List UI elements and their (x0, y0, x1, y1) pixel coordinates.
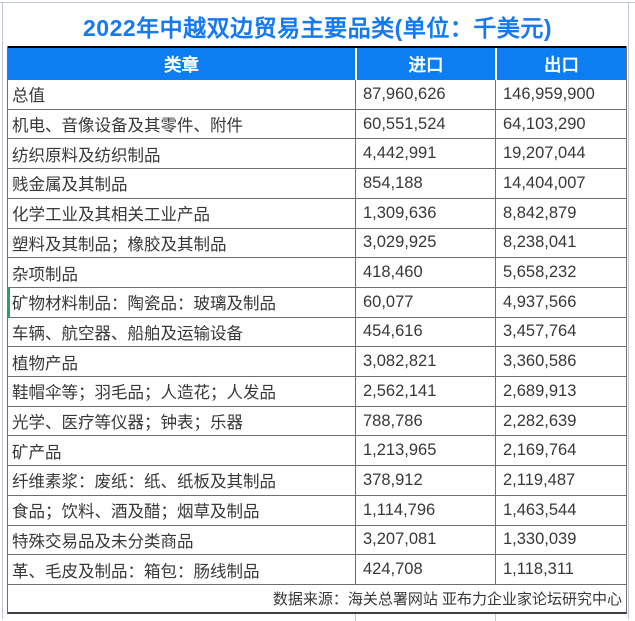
cell-import[interactable]: 1,114,796 (355, 495, 495, 525)
table-row: 贱金属及其制品 854,188 14,404,007 (8, 169, 626, 199)
cell-import[interactable]: 378,912 (355, 466, 495, 495)
cell-category[interactable]: 食品；饮料、酒及醋；烟草及制品 (12, 503, 260, 522)
gridline-right (628, 2, 629, 619)
cell-category[interactable]: 机电、音像设备及其零件、附件 (12, 117, 243, 136)
cell-import[interactable]: 424,708 (355, 555, 495, 584)
cell-category[interactable]: 化学工业及其相关工业产品 (12, 206, 210, 225)
cell-export[interactable]: 3,457,764 (495, 317, 626, 347)
cell-import[interactable]: 2,562,141 (355, 377, 495, 406)
cell-export[interactable]: 1,330,039 (495, 525, 626, 555)
table-row: 矿物材料制品：陶瓷品：玻璃及制品 60,077 4,937,566 (7, 286, 626, 318)
cell-export[interactable]: 1,463,544 (495, 495, 626, 525)
table-row: 特殊交易品及未分类商品 3,207,081 1,330,039 (8, 525, 626, 556)
cell-import[interactable]: 788,786 (355, 406, 495, 436)
table-row: 机电、音像设备及其零件、附件 60,551,524 64,103,290 (8, 109, 626, 140)
gridline-stub-col1 (355, 613, 356, 621)
trade-table: 类章 进口 出口 总值 87,960,626 146,959,900 机电、音像设备及… (7, 46, 627, 614)
cell-export[interactable]: 2,169,764 (495, 436, 626, 466)
page-title: 2022年中越双边贸易主要品类(单位：千美元) (83, 15, 552, 41)
cell-export[interactable]: 2,282,639 (495, 406, 626, 436)
cell-category[interactable]: 总值 (12, 87, 45, 106)
table-row: 杂项制品 418,460 5,658,232 (8, 258, 626, 288)
cell-category[interactable]: 纤维素浆：废纸：纸、纸板及其制品 (12, 473, 276, 492)
cell-export[interactable]: 8,238,041 (495, 228, 626, 258)
header-import[interactable]: 进口 (355, 48, 495, 80)
table-row: 化学工业及其相关工业产品 1,309,636 8,842,879 (8, 198, 626, 229)
cell-import[interactable]: 3,207,081 (355, 525, 495, 555)
cell-import[interactable]: 60,077 (355, 287, 495, 317)
cell-import[interactable]: 3,082,821 (355, 347, 495, 377)
cell-import[interactable]: 3,029,925 (355, 228, 495, 258)
cell-import[interactable]: 454,616 (355, 317, 495, 347)
cell-export[interactable]: 5,658,232 (495, 258, 626, 287)
cell-export[interactable]: 2,689,913 (495, 377, 626, 406)
gridline-top (0, 2, 635, 3)
table-row: 革、毛皮及制品：箱包：肠线制品 424,708 1,118,311 (8, 555, 626, 585)
gridline-stub-col2 (495, 613, 496, 621)
table-row: 矿产品 1,213,965 2,169,764 (8, 436, 626, 467)
table-row: 光学、医疗等仪器；钟表；乐器 788,786 2,282,639 (8, 406, 626, 437)
cell-category[interactable]: 车辆、航空器、船舶及运输设备 (12, 324, 243, 343)
cell-export[interactable]: 4,937,566 (495, 287, 626, 317)
table-row: 纺织原料及纺织制品 4,442,991 19,207,044 (8, 139, 626, 170)
table-row: 车辆、航空器、船舶及运输设备 454,616 3,457,764 (8, 317, 626, 348)
cell-export[interactable]: 14,404,007 (495, 169, 626, 198)
table-row: 植物产品 3,082,821 3,360,586 (8, 347, 626, 378)
table-row: 塑料及其制品；橡胶及其制品 3,029,925 8,238,041 (8, 228, 626, 259)
cell-category[interactable]: 矿物材料制品：陶瓷品：玻璃及制品 (12, 295, 276, 314)
cell-import[interactable]: 854,188 (355, 169, 495, 198)
cell-export[interactable]: 1,118,311 (495, 555, 626, 584)
cell-import[interactable]: 60,551,524 (355, 109, 495, 139)
cell-category[interactable]: 光学、医疗等仪器；钟表；乐器 (12, 414, 243, 433)
cell-category[interactable]: 矿产品 (12, 443, 62, 462)
cell-category[interactable]: 贱金属及其制品 (12, 176, 128, 195)
cell-export[interactable]: 19,207,044 (495, 139, 626, 169)
data-source-note: 数据来源：海关总署网站 亚布力企业家论坛研究中心 (8, 585, 626, 612)
cell-export[interactable]: 146,959,900 (495, 80, 626, 109)
table-row: 纤维素浆：废纸：纸、纸板及其制品 378,912 2,119,487 (8, 466, 626, 496)
cell-export[interactable]: 64,103,290 (495, 109, 626, 139)
cell-import[interactable]: 4,442,991 (355, 139, 495, 169)
table-body: 总值 87,960,626 146,959,900 机电、音像设备及其零件、附件 60,… (7, 80, 626, 585)
gridline-left (2, 2, 3, 619)
cell-import[interactable]: 87,960,626 (355, 80, 495, 109)
cell-category[interactable]: 特殊交易品及未分类商品 (12, 532, 194, 551)
cell-import[interactable]: 1,309,636 (355, 198, 495, 228)
cell-export[interactable]: 3,360,586 (495, 347, 626, 377)
cell-category[interactable]: 杂项制品 (12, 265, 78, 284)
cell-import[interactable]: 418,460 (355, 258, 495, 287)
cell-category[interactable]: 革、毛皮及制品：箱包：肠线制品 (12, 562, 260, 581)
cell-category[interactable]: 塑料及其制品；橡胶及其制品 (12, 235, 227, 254)
cell-category[interactable]: 纺织原料及纺织制品 (12, 146, 161, 165)
header-export[interactable]: 出口 (495, 48, 626, 80)
table-row: 总值 87,960,626 146,959,900 (8, 80, 626, 110)
table-row: 食品；饮料、酒及醋；烟草及制品 1,114,796 1,463,544 (8, 495, 626, 526)
table-row: 鞋帽伞等；羽毛品；人造花；人发品 2,562,141 2,689,913 (8, 377, 626, 407)
cell-category[interactable]: 植物产品 (12, 354, 78, 373)
header-category[interactable]: 类章 (164, 54, 199, 75)
cell-export[interactable]: 2,119,487 (495, 466, 626, 495)
table-header-row: 类章 进口 出口 (8, 46, 626, 80)
cell-import[interactable]: 1,213,965 (355, 436, 495, 466)
cell-export[interactable]: 8,842,879 (495, 198, 626, 228)
cell-category[interactable]: 鞋帽伞等；羽毛品；人造花；人发品 (12, 384, 276, 403)
